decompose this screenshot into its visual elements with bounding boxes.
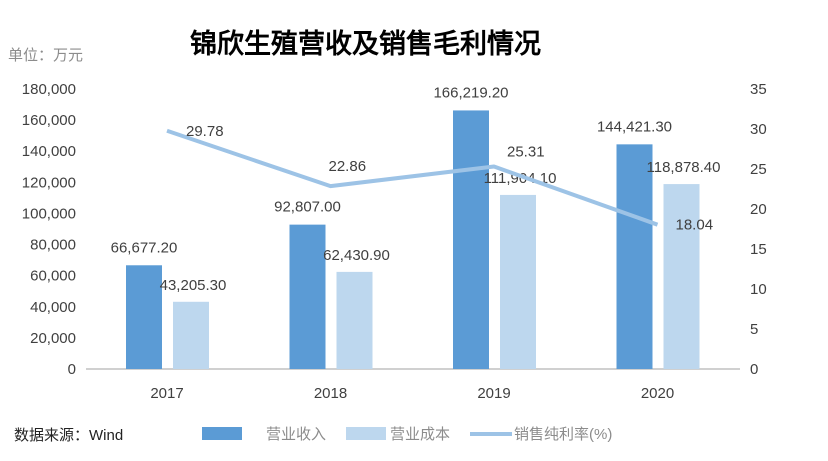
cost-label: 43,205.30 bbox=[160, 277, 227, 294]
cost-bar bbox=[500, 194, 536, 369]
revenue-bar bbox=[616, 144, 653, 369]
y-left-tick: 20,000 bbox=[30, 330, 76, 347]
revenue-bar bbox=[289, 224, 326, 369]
margin-label: 25.31 bbox=[507, 144, 545, 161]
unit-label: 单位：万元 bbox=[8, 47, 84, 64]
y-left-tick: 40,000 bbox=[30, 299, 76, 316]
margin-line bbox=[166, 128, 659, 227]
chart-title: 锦欣生殖营收及销售毛利情况 bbox=[190, 29, 541, 60]
y-right-tick: 0 bbox=[750, 361, 758, 378]
legend-swatch-cost bbox=[346, 427, 386, 440]
x-tick: 2017 bbox=[150, 385, 183, 402]
x-tick: 2018 bbox=[314, 385, 347, 402]
cost-label: 62,430.90 bbox=[323, 247, 390, 264]
cost-label: 118,878.40 bbox=[647, 159, 721, 176]
legend-label-margin: 销售纯利率(%) bbox=[514, 426, 612, 443]
y-right-tick: 10 bbox=[750, 281, 767, 298]
revenue-label: 166,219.20 bbox=[433, 84, 508, 101]
margin-label: 18.04 bbox=[676, 217, 714, 234]
source-label: 数据来源：Wind bbox=[14, 427, 124, 444]
legend-label-revenue: 营业收入 bbox=[266, 426, 326, 443]
revenue-label: 66,677.20 bbox=[111, 239, 178, 256]
y-right-tick: 30 bbox=[750, 121, 767, 138]
legend-swatch-revenue bbox=[202, 427, 242, 440]
cost-bar bbox=[663, 184, 700, 369]
revenue-bar bbox=[453, 110, 489, 369]
x-tick: 2019 bbox=[477, 385, 510, 402]
revenue-label: 144,421.30 bbox=[597, 118, 672, 135]
y-right-tick: 20 bbox=[750, 201, 767, 218]
y-left-tick: 180,000 bbox=[22, 81, 76, 98]
y-left-tick: 0 bbox=[68, 361, 76, 378]
cost-bar bbox=[173, 301, 209, 369]
cost-bar bbox=[336, 271, 373, 369]
y-right-tick: 15 bbox=[750, 241, 767, 258]
y-right-tick: 25 bbox=[750, 161, 767, 178]
legend-label-cost: 营业成本 bbox=[390, 426, 450, 443]
revenue-bar bbox=[126, 265, 162, 369]
y-left-tick: 120,000 bbox=[22, 174, 76, 191]
revenue-label: 92,807.00 bbox=[274, 199, 341, 216]
y-right-tick: 35 bbox=[750, 81, 767, 98]
y-left-tick: 140,000 bbox=[22, 143, 76, 160]
x-tick: 2020 bbox=[641, 385, 674, 402]
margin-label: 29.78 bbox=[186, 123, 224, 140]
y-right-tick: 5 bbox=[750, 321, 758, 338]
margin-label: 22.86 bbox=[329, 158, 367, 175]
y-left-tick: 80,000 bbox=[30, 237, 76, 254]
y-left-tick: 100,000 bbox=[22, 205, 76, 222]
y-left-tick: 160,000 bbox=[22, 112, 76, 129]
y-left-tick: 60,000 bbox=[30, 268, 76, 285]
